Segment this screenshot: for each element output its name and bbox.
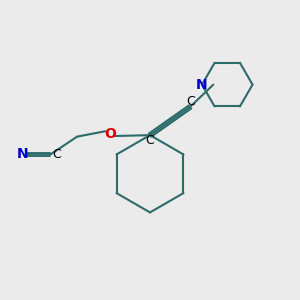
Text: C: C (145, 134, 154, 147)
Text: N: N (16, 148, 28, 161)
Text: C: C (52, 148, 61, 161)
Text: C: C (186, 95, 195, 108)
Text: O: O (104, 127, 116, 141)
Text: N: N (196, 78, 208, 92)
